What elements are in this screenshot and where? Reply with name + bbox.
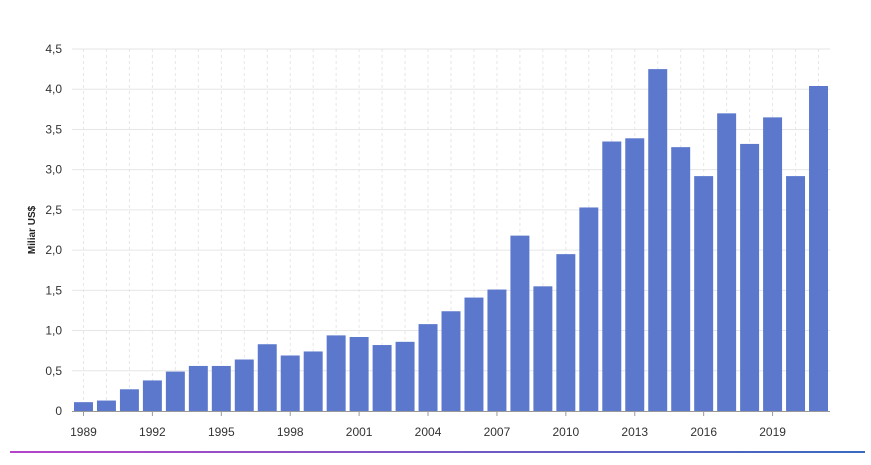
x-tick-label: 1998	[277, 425, 304, 439]
bar-1998[interactable]	[280, 355, 300, 411]
y-axis-title: Miliar US$	[27, 205, 38, 254]
bars	[74, 69, 828, 412]
bar-1999[interactable]	[303, 351, 323, 411]
x-tick-label: 2004	[415, 425, 442, 439]
bar-2009[interactable]	[533, 286, 553, 411]
x-tick-label: 1992	[139, 425, 166, 439]
y-tick-label: 3,5	[45, 122, 62, 136]
bar-2001[interactable]	[349, 336, 369, 411]
bar-2008[interactable]	[510, 235, 530, 411]
bar-2019[interactable]	[763, 117, 783, 411]
bar-2006[interactable]	[464, 297, 484, 411]
y-tick-label: 2,5	[45, 203, 62, 217]
tick-labels: 0 0,5 1,0 1,5 2,0 2,5 3,0 3,5 4,0 4,5 1989 1992 1995…	[45, 42, 786, 439]
y-tick-label: 0,5	[45, 364, 62, 378]
bar-1997[interactable]	[257, 344, 277, 411]
y-tick-label: 4,0	[45, 82, 62, 96]
x-tick-label: 2007	[484, 425, 511, 439]
x-tick-label: 2001	[346, 425, 373, 439]
bar-2013[interactable]	[625, 138, 645, 411]
bar-2017[interactable]	[717, 113, 737, 411]
bar-2011[interactable]	[579, 207, 599, 411]
bar-1991[interactable]	[119, 389, 139, 411]
y-tick-label: 1,5	[45, 283, 62, 297]
bar-2010[interactable]	[556, 254, 576, 411]
bar-2002[interactable]	[372, 345, 392, 411]
bar-2018[interactable]	[740, 143, 760, 411]
y-tick-label: 0	[55, 404, 62, 418]
x-tick-label: 2010	[552, 425, 579, 439]
bar-2012[interactable]	[602, 141, 622, 411]
bar-1995[interactable]	[211, 365, 231, 411]
x-tick-label: 2019	[759, 425, 786, 439]
bar-2007[interactable]	[487, 289, 507, 411]
x-tick-label: 2016	[690, 425, 717, 439]
bottom-gradient-line	[10, 451, 865, 453]
bar-2005[interactable]	[441, 311, 461, 411]
y-tick-label: 4,5	[45, 42, 62, 56]
bar-1994[interactable]	[188, 365, 208, 411]
x-tick-label: 1989	[70, 425, 97, 439]
bar-2015[interactable]	[671, 147, 691, 412]
bar-2000[interactable]	[326, 335, 346, 411]
bar-1989[interactable]	[74, 402, 93, 411]
y-tick-label: 2,0	[45, 243, 62, 257]
bar-1996[interactable]	[234, 359, 254, 411]
bar-1990[interactable]	[96, 400, 116, 411]
bar-1993[interactable]	[165, 371, 185, 411]
y-tick-label: 1,0	[45, 324, 62, 338]
x-tick-label: 2013	[621, 425, 648, 439]
bar-2021[interactable]	[809, 86, 828, 411]
bar-1992[interactable]	[142, 380, 162, 411]
bar-2003[interactable]	[395, 341, 415, 411]
bar-2020[interactable]	[786, 176, 806, 411]
axes	[72, 411, 830, 416]
bar-2014[interactable]	[648, 69, 668, 411]
bar-2016[interactable]	[694, 176, 714, 411]
y-tick-label: 3,0	[45, 163, 62, 177]
bar-2004[interactable]	[418, 324, 438, 411]
x-tick-label: 1995	[208, 425, 235, 439]
